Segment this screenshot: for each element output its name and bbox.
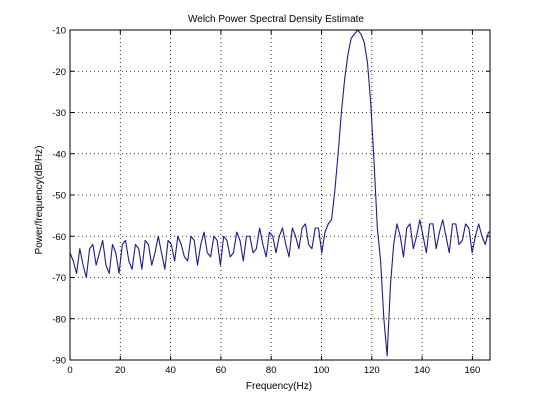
x-tick-label: 160 [464, 365, 480, 376]
x-tick-label: 20 [115, 365, 126, 376]
y-tick-label: -10 [52, 26, 66, 37]
y-tick-label: -80 [52, 314, 66, 325]
x-tick-labels: 0 20 40 60 80 100 120 140 160 [67, 365, 480, 376]
x-tick-label: 80 [266, 365, 277, 376]
x-tick-label: 140 [414, 365, 430, 376]
y-tick-label: -90 [52, 356, 66, 367]
y-tick-label: -50 [52, 191, 66, 202]
psd-series-line [69, 29, 490, 357]
y-tick-label: -60 [52, 232, 66, 243]
plot-area-frame [69, 29, 491, 361]
x-tick-label: 120 [364, 365, 380, 376]
chart-title: Welch Power Spectral Density Estimate [188, 14, 364, 25]
y-tick-labels: -10 -20 -30 -40 -50 -60 -70 -80 -90 [52, 26, 66, 367]
x-tick-label: 40 [165, 365, 176, 376]
x-tick-label: 60 [216, 365, 227, 376]
y-axis-label: Power/frequency(dB/Hz) [34, 146, 45, 255]
y-tick-label: -70 [52, 273, 66, 284]
y-tick-label: -30 [52, 108, 66, 119]
x-tick-label: 0 [67, 365, 72, 376]
y-tick-label: -40 [52, 149, 66, 160]
x-axis-label: Frequency(Hz) [246, 381, 312, 392]
axis-ticks [69, 29, 490, 361]
x-tick-label: 100 [314, 365, 330, 376]
y-tick-label: -20 [52, 67, 66, 78]
